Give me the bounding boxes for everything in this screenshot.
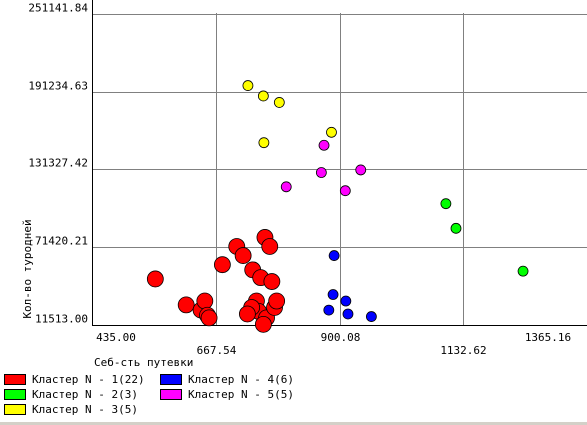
x-tick-label: 1365.16	[525, 331, 571, 344]
legend-label: Кластер N - 3(5)	[32, 402, 138, 416]
data-point-cluster-1	[254, 315, 272, 333]
x-tick-label: 900.08	[321, 331, 361, 344]
data-point-cluster-3	[273, 97, 285, 108]
grid-lines	[92, 13, 587, 325]
data-point-cluster-4	[365, 311, 377, 322]
legend-swatch	[4, 373, 26, 385]
y-tick-label: 71420.21	[35, 235, 88, 248]
data-point-cluster-1	[196, 292, 214, 310]
data-point-cluster-1	[238, 305, 256, 323]
y-axis-label: Кол-во туродней	[21, 219, 34, 318]
data-point-cluster-2	[517, 265, 529, 277]
legend-item-cluster-5: Кластер N - 5(5)	[160, 387, 294, 401]
data-point-cluster-1	[146, 270, 164, 288]
data-point-cluster-1	[213, 256, 231, 274]
y-tick-label: 131327.42	[28, 157, 88, 170]
legend-label: Кластер N - 1(22)	[32, 372, 145, 386]
data-point-cluster-3	[257, 90, 269, 102]
data-point-cluster-1	[234, 247, 252, 264]
y-tick-labels: 11513.00 71420.21 131327.42 191234.63 251141…	[28, 2, 88, 326]
data-point-cluster-3	[326, 126, 337, 138]
data-point-cluster-4	[327, 289, 339, 300]
data-point-cluster-5	[280, 181, 292, 193]
data-point-cluster-1	[200, 309, 218, 327]
data-point-cluster-1	[261, 238, 279, 255]
legend-item-cluster-4: Кластер N - 4(6)	[160, 372, 294, 386]
x-axis-label: Себ-сть путевки	[94, 356, 193, 369]
data-point-cluster-3	[242, 80, 254, 91]
legend-label: Кластер N - 5(5)	[188, 387, 294, 401]
y-tick-label: 191234.63	[28, 80, 88, 93]
data-point-cluster-4	[323, 304, 335, 316]
y-tick-label: 251141.84	[28, 2, 88, 15]
legend-swatch	[160, 388, 182, 400]
axes	[92, 0, 587, 326]
data-point-cluster-2	[440, 198, 452, 210]
data-points	[146, 80, 529, 333]
legend-item-cluster-1: Кластер N - 1(22)	[4, 372, 145, 386]
legend-swatch	[4, 388, 26, 400]
legend-item-cluster-2: Кластер N - 2(3)	[4, 387, 138, 401]
data-point-cluster-4	[328, 250, 340, 261]
data-point-cluster-1	[177, 296, 195, 314]
data-point-cluster-1	[268, 292, 286, 310]
data-point-cluster-5	[355, 164, 367, 176]
x-tick-label: 667.54	[197, 344, 237, 357]
x-tick-labels: 435.00 667.54 900.08 1132.62 1365.16	[96, 331, 571, 357]
legend-label: Кластер N - 2(3)	[32, 387, 138, 401]
data-point-cluster-5	[318, 139, 330, 151]
window-bottom-border	[0, 422, 587, 425]
y-tick-label: 11513.00	[35, 313, 88, 326]
x-tick-label: 1132.62	[440, 344, 486, 357]
legend-item-cluster-3: Кластер N - 3(5)	[4, 402, 138, 416]
x-tick-label: 435.00	[96, 331, 136, 344]
legend-label: Кластер N - 4(6)	[188, 372, 294, 386]
data-point-cluster-4	[342, 308, 354, 320]
data-point-cluster-2	[450, 222, 462, 234]
data-point-cluster-4	[340, 295, 352, 307]
data-point-cluster-3	[258, 137, 270, 149]
data-point-cluster-5	[315, 167, 327, 178]
data-point-cluster-1	[263, 273, 281, 290]
legend-swatch	[160, 373, 182, 385]
data-point-cluster-5	[339, 185, 351, 197]
legend-swatch	[4, 403, 26, 415]
